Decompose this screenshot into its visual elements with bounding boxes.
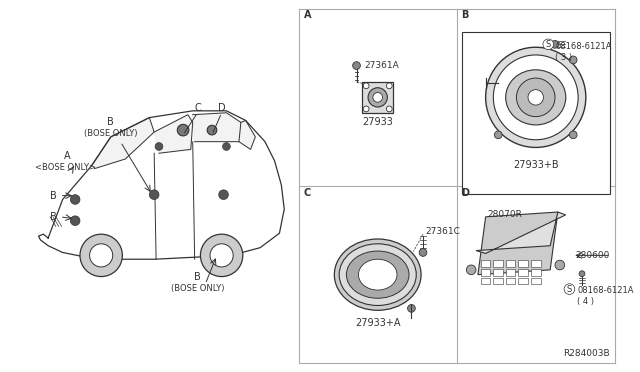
Text: 27361A: 27361A bbox=[364, 61, 399, 70]
Bar bbox=[518, 260, 528, 267]
Circle shape bbox=[353, 62, 360, 70]
Text: D: D bbox=[461, 187, 470, 198]
Circle shape bbox=[364, 83, 369, 89]
Ellipse shape bbox=[334, 239, 421, 310]
Bar bbox=[531, 260, 541, 267]
Circle shape bbox=[579, 271, 585, 276]
Text: 28070R: 28070R bbox=[488, 210, 522, 219]
Text: 27933+A: 27933+A bbox=[355, 318, 401, 328]
Circle shape bbox=[80, 234, 122, 276]
Polygon shape bbox=[476, 212, 566, 253]
Circle shape bbox=[373, 93, 383, 102]
Text: 08168-6121A
( 3 ): 08168-6121A ( 3 ) bbox=[555, 42, 611, 62]
Circle shape bbox=[387, 83, 392, 89]
Circle shape bbox=[493, 55, 578, 140]
Text: (BOSE ONLY): (BOSE ONLY) bbox=[171, 283, 224, 293]
Circle shape bbox=[495, 131, 502, 139]
Text: B: B bbox=[461, 10, 469, 20]
Circle shape bbox=[177, 124, 189, 136]
Circle shape bbox=[70, 216, 80, 225]
Bar bbox=[518, 278, 528, 284]
Circle shape bbox=[70, 195, 80, 204]
Circle shape bbox=[516, 78, 555, 117]
Circle shape bbox=[570, 131, 577, 139]
Circle shape bbox=[486, 47, 586, 147]
Circle shape bbox=[368, 88, 387, 107]
Text: R284003B: R284003B bbox=[563, 349, 610, 359]
Circle shape bbox=[467, 265, 476, 275]
Text: 08168-6121A
( 4 ): 08168-6121A ( 4 ) bbox=[577, 286, 634, 305]
Circle shape bbox=[419, 248, 427, 256]
Text: 27933: 27933 bbox=[362, 118, 393, 127]
Bar bbox=[493, 278, 503, 284]
Bar bbox=[506, 269, 515, 276]
Circle shape bbox=[408, 305, 415, 312]
Circle shape bbox=[149, 190, 159, 199]
Bar bbox=[493, 269, 503, 276]
Circle shape bbox=[528, 90, 543, 105]
Bar bbox=[531, 269, 541, 276]
Text: B: B bbox=[50, 190, 56, 201]
Circle shape bbox=[207, 125, 217, 135]
Text: B: B bbox=[50, 212, 56, 222]
Text: S: S bbox=[546, 40, 551, 49]
Circle shape bbox=[223, 142, 230, 150]
Bar bbox=[506, 278, 515, 284]
Ellipse shape bbox=[506, 70, 566, 125]
Bar bbox=[481, 269, 490, 276]
Polygon shape bbox=[154, 115, 193, 153]
Text: B: B bbox=[194, 272, 201, 282]
Text: 280600: 280600 bbox=[575, 251, 610, 260]
Circle shape bbox=[90, 244, 113, 267]
Circle shape bbox=[551, 41, 559, 48]
Polygon shape bbox=[239, 121, 255, 150]
Bar bbox=[506, 260, 515, 267]
Circle shape bbox=[210, 244, 233, 267]
Text: A: A bbox=[64, 151, 71, 161]
Bar bbox=[518, 269, 528, 276]
Polygon shape bbox=[478, 212, 558, 275]
Text: C: C bbox=[194, 103, 201, 113]
Circle shape bbox=[387, 106, 392, 112]
Text: (BOSE ONLY): (BOSE ONLY) bbox=[84, 129, 138, 138]
Circle shape bbox=[555, 260, 564, 270]
Ellipse shape bbox=[346, 251, 409, 298]
Bar bbox=[493, 260, 503, 267]
Text: <BOSE ONLY>: <BOSE ONLY> bbox=[35, 163, 96, 172]
Text: 27361C: 27361C bbox=[425, 227, 460, 236]
Bar bbox=[362, 82, 393, 113]
Bar bbox=[481, 278, 490, 284]
Circle shape bbox=[570, 56, 577, 64]
Polygon shape bbox=[92, 118, 154, 169]
Bar bbox=[531, 278, 541, 284]
Text: A: A bbox=[303, 10, 311, 20]
Bar bbox=[461, 32, 610, 194]
Text: 27933+B: 27933+B bbox=[513, 160, 559, 170]
Text: S: S bbox=[567, 285, 572, 294]
Bar bbox=[481, 260, 490, 267]
Circle shape bbox=[200, 234, 243, 276]
Polygon shape bbox=[193, 113, 241, 142]
Ellipse shape bbox=[339, 244, 416, 305]
Circle shape bbox=[364, 106, 369, 112]
Ellipse shape bbox=[358, 259, 397, 290]
Circle shape bbox=[155, 142, 163, 150]
Text: C: C bbox=[303, 187, 311, 198]
Circle shape bbox=[219, 190, 228, 199]
Text: B: B bbox=[108, 118, 114, 127]
Text: D: D bbox=[218, 103, 225, 113]
